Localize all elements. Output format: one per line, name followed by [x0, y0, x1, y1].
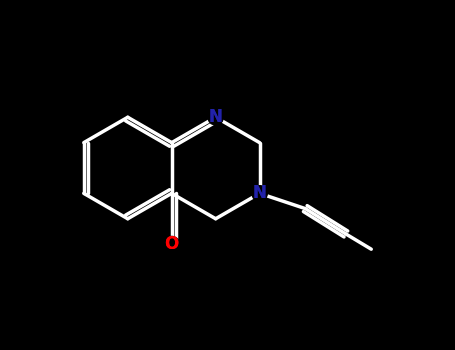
- Text: O: O: [165, 235, 179, 253]
- Text: N: N: [209, 108, 222, 126]
- Text: O: O: [165, 235, 179, 253]
- Text: N: N: [253, 184, 267, 202]
- Circle shape: [164, 237, 179, 252]
- Text: N: N: [253, 184, 267, 202]
- Circle shape: [252, 186, 267, 201]
- Circle shape: [208, 110, 223, 125]
- Text: N: N: [209, 108, 222, 126]
